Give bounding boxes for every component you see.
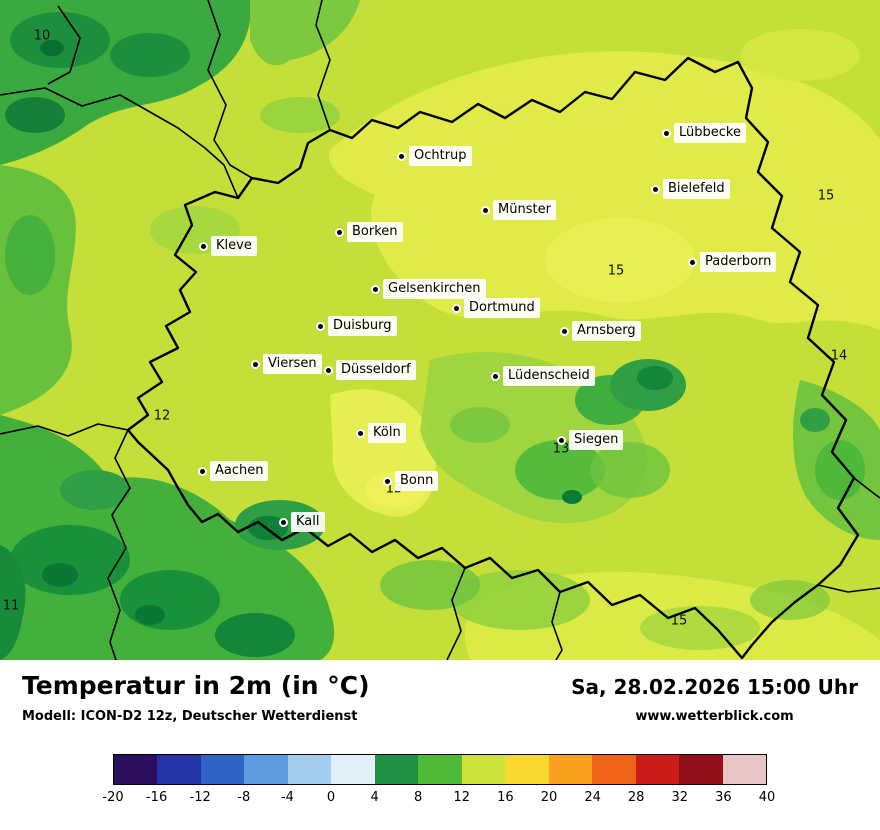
legend-color-segment xyxy=(592,755,636,784)
legend-tick-labels: -20 -16 -12 -8 -4 0 4 8 12 16 20 24 28 32 36 40 xyxy=(102,790,775,808)
legend-tick: 36 xyxy=(715,790,732,805)
legend-color-segment xyxy=(548,755,593,784)
website-label: www.wetterblick.com xyxy=(635,709,794,724)
temperature-map-svg xyxy=(0,0,880,660)
legend-tick: 8 xyxy=(414,790,423,805)
legend-tick: 12 xyxy=(453,790,471,805)
legend-color-bar xyxy=(113,754,767,785)
footer-right: Sa, 28.02.2026 15:00 Uhr www.wetterblick… xyxy=(571,672,858,724)
weather-map: 10 15 15 14 12 13 15 11 15 Ochtrup Lübbecke Bielef… xyxy=(0,0,880,660)
legend-tick: 20 xyxy=(540,790,558,805)
legend-color-segment xyxy=(157,755,201,784)
model-info: Modell: ICON-D2 12z, Deutscher Wetterdie… xyxy=(22,708,358,724)
legend-tick: 40 xyxy=(758,790,776,805)
legend-tick: -12 xyxy=(189,790,211,805)
legend-tick: -16 xyxy=(145,790,168,805)
legend-tick: 16 xyxy=(497,790,514,805)
map-title: Temperatur in 2m (in °C) xyxy=(22,671,370,700)
temperature-legend: -20 -16 -12 -8 -4 0 4 8 12 16 20 24 28 32 36 40 xyxy=(102,754,775,808)
legend-color-segment xyxy=(200,755,245,784)
legend-color-segment xyxy=(287,755,332,784)
legend-tick: 28 xyxy=(627,790,645,805)
legend-color-segment xyxy=(635,755,680,784)
legend-tick: -20 xyxy=(102,790,124,805)
legend-color-segment xyxy=(418,755,462,784)
legend-tick: 32 xyxy=(671,790,689,805)
legend-color-segment xyxy=(461,755,506,784)
forecast-datetime: Sa, 28.02.2026 15:00 Uhr xyxy=(571,675,858,699)
legend-tick: -4 xyxy=(280,790,294,805)
footer-left: Temperatur in 2m (in °C) Modell: ICON-D2… xyxy=(22,672,370,724)
legend-color-segment xyxy=(114,755,158,784)
legend-tick: 24 xyxy=(584,790,601,805)
legend-color-segment xyxy=(244,755,288,784)
legend-color-segment xyxy=(331,755,375,784)
legend-color-segment xyxy=(505,755,549,784)
footer-text-row: Temperatur in 2m (in °C) Modell: ICON-D2… xyxy=(0,660,880,724)
legend-tick: -8 xyxy=(237,790,251,805)
legend-tick: 0 xyxy=(326,790,336,805)
legend-color-segment xyxy=(679,755,723,784)
map-footer: Temperatur in 2m (in °C) Modell: ICON-D2… xyxy=(0,660,880,830)
legend-color-segment xyxy=(722,755,767,784)
legend-color-segment xyxy=(374,755,419,784)
legend-tick: 4 xyxy=(370,790,379,805)
